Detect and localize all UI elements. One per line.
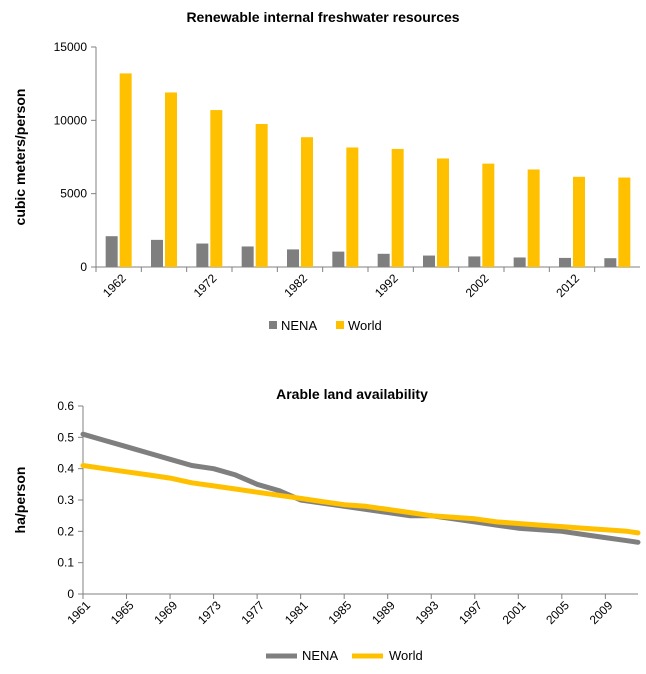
y-tick-label: 5000 (60, 187, 87, 201)
x-tick-label: 2001 (500, 598, 529, 627)
y-tick-label: 0 (67, 587, 74, 601)
y-tick-label: 0.5 (57, 430, 74, 444)
chart-title: Arable land availability (276, 386, 428, 402)
x-tick-label: 1965 (108, 598, 137, 627)
bar-nena-1982 (287, 249, 299, 267)
legend-label-nena: NENA (281, 318, 317, 333)
bar-nena-1967 (151, 239, 163, 267)
bar-world-1987 (346, 147, 359, 267)
bar-world-2007 (527, 169, 540, 267)
bar-nena-1987 (332, 251, 345, 267)
bar-world-1997 (437, 158, 449, 267)
x-tick-label: 1961 (64, 598, 93, 627)
bar-world-1972 (210, 110, 223, 267)
bar-nena-1997 (423, 255, 435, 267)
bar-nena-1972 (196, 243, 209, 267)
series-line-world (80, 463, 641, 536)
legend-label-world: World (389, 648, 423, 663)
bar-nena-1962 (105, 236, 118, 267)
y-tick-label: 0 (80, 260, 87, 274)
bar-world-1982 (301, 137, 313, 267)
y-tick-label: 0.2 (57, 524, 74, 538)
legend-swatch-nena (269, 321, 277, 329)
bar-world-1992 (391, 148, 404, 267)
x-tick-label: 1962 (100, 271, 129, 300)
bar-world-1962 (119, 73, 132, 268)
legend-label-nena: NENA (302, 648, 338, 663)
x-tick-label: 1981 (282, 598, 311, 627)
bar-nena-2012 (559, 257, 571, 267)
x-tick-label: 1973 (195, 598, 224, 627)
bar-nena-1977 (241, 246, 254, 267)
x-tick-label: 2005 (543, 598, 572, 627)
x-tick-label: 1992 (372, 271, 401, 300)
bar-world-2012 (573, 176, 585, 267)
bar-world-2014 (618, 177, 631, 267)
x-tick-label: 1993 (413, 598, 442, 627)
bar-nena-2007 (513, 257, 526, 267)
y-tick-label: 10000 (54, 113, 88, 127)
bar-world-2002 (482, 163, 495, 267)
x-tick-label: 1969 (151, 598, 180, 627)
bar-nena-1992 (377, 253, 390, 267)
x-tick-label: 1972 (191, 271, 220, 300)
series-line-nena (80, 431, 641, 545)
y-tick-label: 0.4 (57, 462, 74, 476)
x-tick-label: 2012 (553, 271, 582, 300)
bar-world-1967 (165, 92, 177, 267)
bar-world-1977 (255, 124, 268, 267)
y-axis-label: ha/person (12, 467, 28, 534)
x-tick-label: 2009 (587, 598, 616, 627)
legend-label-world: World (348, 318, 382, 333)
y-tick-label: 15000 (54, 40, 88, 54)
arable-land-line-chart: Arable land availability ha/person 0 0.1 0.2… (12, 386, 641, 663)
x-tick-label: 1977 (238, 598, 267, 627)
x-tick-label: 1982 (281, 271, 310, 300)
x-tick-label: 1989 (369, 598, 398, 627)
freshwater-bar-chart: Renewable internal freshwater resources c… (12, 9, 640, 333)
x-tick-label: 1985 (326, 598, 355, 627)
y-axis-label: cubic meters/person (12, 89, 28, 226)
y-tick-label: 0.6 (57, 399, 74, 413)
bar-nena-2002 (468, 256, 481, 267)
y-tick-label: 0.1 (57, 556, 74, 570)
legend-swatch-world (336, 321, 344, 329)
y-tick-label: 0.3 (57, 493, 74, 507)
x-tick-label: 1997 (456, 598, 485, 627)
bar-nena-2014 (604, 258, 617, 267)
chart-title: Renewable internal freshwater resources (186, 9, 459, 25)
x-tick-label: 2002 (463, 271, 492, 300)
